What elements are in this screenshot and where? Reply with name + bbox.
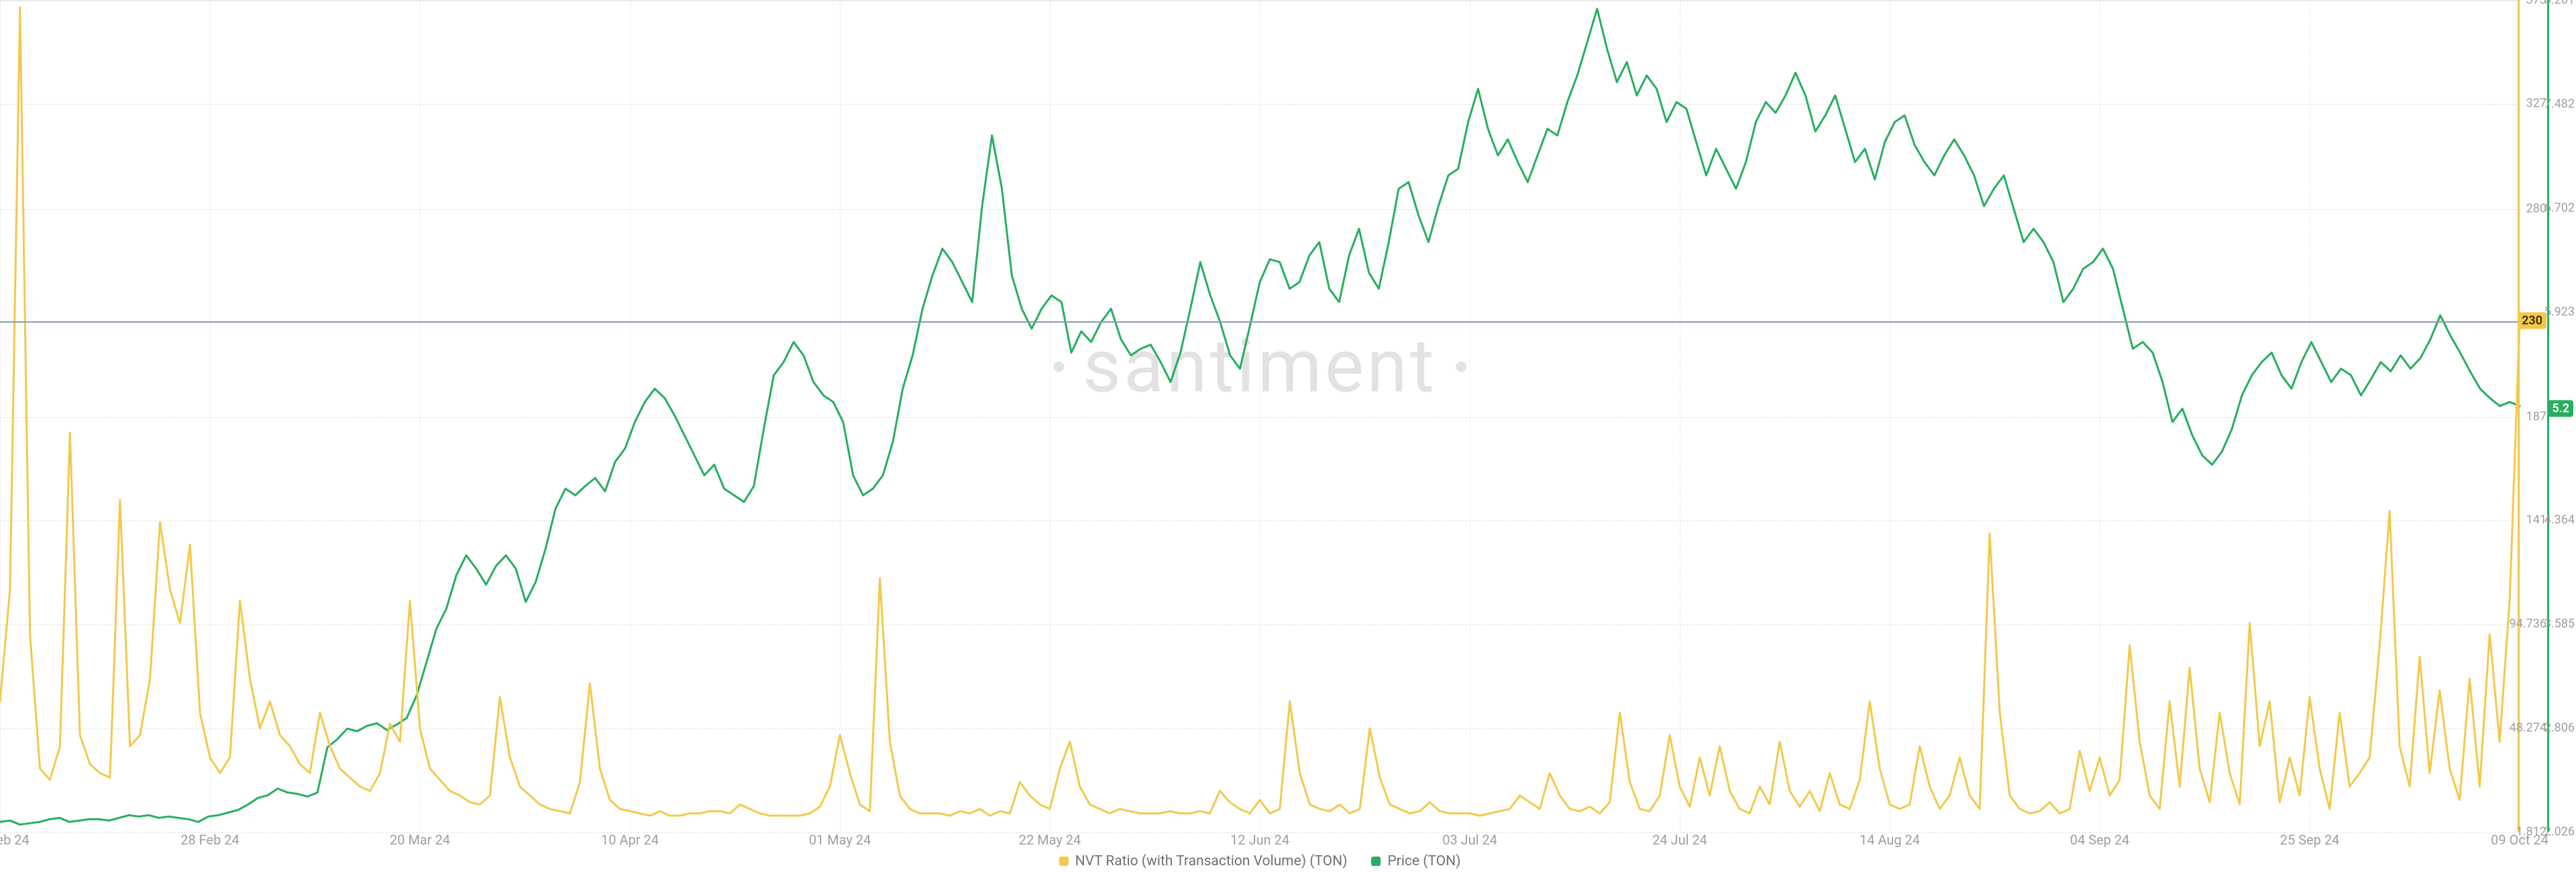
chart-container: santiment 37332728018714194.73648.2741.8… — [0, 0, 2576, 872]
x-tick: 07 Feb 24 — [0, 832, 30, 848]
x-tick: 22 May 24 — [1019, 832, 1081, 848]
legend-swatch-nvt — [1059, 857, 1069, 866]
y-axis-left: 37332728018714194.73648.2741.812 — [2520, 0, 2546, 832]
y-tick-left: 187 — [2526, 410, 2546, 424]
y-tick-left: 48.274 — [2510, 720, 2546, 734]
legend-label-price: Price (TON) — [1387, 853, 1460, 869]
x-axis: 07 Feb 24 28 Feb 24 20 Mar 24 10 Apr 24 01 M… — [0, 832, 2520, 848]
y-tick-left: 327 — [2526, 96, 2546, 110]
y-tick-right: 6.702 — [2544, 201, 2575, 215]
y-tick-right: 3.585 — [2544, 616, 2575, 631]
y-tick-right: 4.364 — [2544, 513, 2575, 527]
x-tick: 09 Oct 24 — [2491, 832, 2548, 848]
x-tick: 24 Jul 24 — [1652, 832, 1707, 848]
y-tick-left: 280 — [2526, 201, 2546, 215]
legend-item-price[interactable]: Price (TON) — [1371, 853, 1460, 869]
plot-area[interactable]: santiment — [0, 0, 2520, 832]
x-tick: 03 Jul 24 — [1442, 832, 1497, 848]
x-tick: 20 Mar 24 — [390, 832, 450, 848]
legend-label-nvt: NVT Ratio (with Transaction Volume) (TON… — [1075, 853, 1348, 869]
x-tick: 28 Feb 24 — [180, 832, 239, 848]
nvt-line — [0, 1, 2520, 832]
legend-swatch-price — [1371, 857, 1381, 866]
y-tick-right: 2.026 — [2544, 825, 2575, 839]
y-tick-left: 373 — [2526, 0, 2546, 7]
crosshair-badge-left: 230 — [2518, 312, 2546, 329]
y-tick-left: 141 — [2526, 513, 2546, 527]
legend-item-nvt[interactable]: NVT Ratio (with Transaction Volume) (TON… — [1059, 853, 1348, 869]
x-tick: 14 Aug 24 — [1860, 832, 1920, 848]
x-tick: 01 May 24 — [809, 832, 871, 848]
crosshair-badge-right: 5.2 — [2548, 400, 2573, 417]
x-tick: 25 Sep 24 — [2280, 832, 2340, 848]
y-tick-right: 5.923 — [2544, 305, 2575, 319]
x-tick: 12 Jun 24 — [1230, 832, 1289, 848]
x-tick: 10 Apr 24 — [601, 832, 659, 848]
legend: NVT Ratio (with Transaction Volume) (TON… — [0, 853, 2520, 869]
y-tick-right: 8.261 — [2544, 0, 2575, 7]
y-tick-right: 2.806 — [2544, 720, 2575, 734]
y-tick-right: 7.482 — [2544, 97, 2575, 111]
x-tick: 04 Sep 24 — [2070, 832, 2130, 848]
y-tick-left: 94.736 — [2510, 616, 2546, 631]
